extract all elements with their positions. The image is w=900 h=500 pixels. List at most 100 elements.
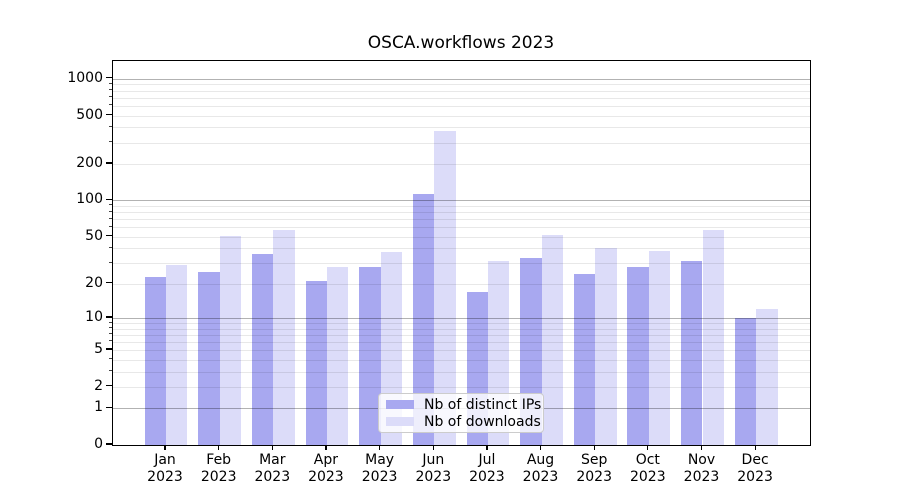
x-tick-label-jul: Jul 2023: [469, 452, 505, 485]
y-minor-tick: [109, 204, 112, 206]
gridline-minor: [113, 263, 810, 264]
x-tick-label-dec: Dec 2023: [737, 452, 773, 485]
gridline-minor: [113, 127, 810, 129]
chart-title: OSCA.workflows 2023: [367, 33, 555, 53]
y-tick: [106, 113, 112, 116]
x-tick: [218, 445, 220, 450]
gridline-minor: [113, 163, 810, 165]
y-tick: [106, 77, 112, 79]
x-tick-label-mar: Mar 2023: [254, 452, 291, 485]
gridline-minor: [113, 227, 810, 229]
bar-aug-downloads: [541, 234, 563, 445]
y-tick-label: 5: [94, 341, 103, 357]
y-minor-tick: [109, 141, 112, 142]
y-tick: [106, 198, 112, 201]
x-tick-label-may: May 2023: [361, 452, 398, 485]
y-tick-label: 200: [76, 154, 103, 171]
y-minor-tick: [109, 327, 112, 328]
x-tick: [754, 445, 756, 450]
gridline-minor: [113, 219, 810, 221]
gridline-minor: [113, 97, 810, 99]
gridline-minor: [113, 283, 810, 285]
y-minor-tick: [109, 104, 112, 106]
plot-area: [112, 60, 811, 446]
y-tick-label: 1000: [67, 69, 103, 86]
gridline-major: [113, 317, 810, 319]
bar-oct-distinct-ips: [627, 266, 649, 445]
legend-item-downloads: Nb of downloads: [386, 414, 543, 430]
y-tick-label: 2: [94, 377, 103, 394]
gridline-minor: [113, 350, 810, 351]
bar-dec-downloads: [756, 309, 778, 445]
bar-sep-distinct-ips: [573, 274, 596, 445]
legend: Nb of distinct IPs Nb of downloads: [378, 393, 544, 433]
gridline-minor: [113, 248, 810, 250]
y-tick: [106, 348, 112, 350]
gridline-minor: [113, 205, 810, 207]
y-minor-tick: [109, 246, 112, 248]
y-tick: [106, 162, 112, 164]
y-minor-tick: [109, 217, 112, 219]
gridline-minor: [113, 142, 810, 144]
bar-jun-downloads: [434, 131, 456, 445]
x-tick-label-feb: Feb 2023: [200, 452, 237, 485]
x-tick-label-nov: Nov 2023: [683, 452, 720, 485]
bar-sep-downloads: [595, 248, 617, 445]
y-minor-tick: [109, 370, 112, 371]
y-minor-tick: [109, 340, 112, 342]
gridline-major: [113, 78, 810, 80]
bar-jan-distinct-ips: [144, 276, 166, 445]
x-tick: [539, 445, 542, 450]
legend-item-distinct-ips: Nb of distinct IPs: [386, 397, 543, 413]
y-tick: [106, 443, 112, 445]
x-tick-label-jun: Jun 2023: [415, 452, 452, 485]
y-tick: [106, 385, 112, 387]
gridline-minor: [113, 84, 810, 86]
legend-swatch-downloads: [386, 416, 414, 427]
x-tick-label-sep: Sep 2023: [576, 452, 612, 485]
y-tick-label: 1: [94, 399, 103, 416]
bar-jun-distinct-ips: [412, 194, 435, 445]
y-tick: [106, 282, 112, 284]
gridline-minor: [113, 105, 810, 107]
y-tick-label: 50: [85, 227, 103, 244]
bar-nov-downloads: [702, 229, 724, 445]
x-tick: [379, 445, 381, 450]
y-tick-label: 0: [94, 436, 103, 452]
legend-label-downloads: Nb of downloads: [424, 413, 541, 430]
y-minor-tick: [109, 225, 112, 227]
y-minor-tick: [109, 333, 112, 335]
gridline-major: [113, 200, 810, 202]
y-minor-tick: [109, 82, 112, 84]
x-tick: [164, 445, 166, 450]
y-minor-tick: [109, 125, 112, 127]
y-tick-label: 500: [76, 106, 103, 123]
bar-dec-distinct-ips: [734, 317, 757, 445]
x-tick-label-oct: Oct 2023: [629, 452, 666, 485]
bar-jan-downloads: [166, 264, 188, 445]
gridline-minor: [113, 115, 810, 117]
y-tick: [106, 235, 112, 237]
x-tick: [647, 445, 649, 450]
bar-feb-distinct-ips: [198, 272, 220, 445]
y-tick-label: 20: [85, 274, 103, 291]
y-tick-label: 100: [76, 191, 103, 208]
y-tick: [106, 406, 112, 408]
gridline-minor: [113, 328, 810, 330]
legend-swatch-distinct-ips: [386, 399, 414, 410]
gridline-minor: [113, 371, 810, 373]
bar-oct-downloads: [648, 250, 671, 445]
x-tick: [325, 445, 327, 450]
y-tick-label: 10: [85, 308, 103, 325]
x-tick-label-jan: Jan 2023: [147, 452, 183, 485]
bar-apr-distinct-ips: [305, 281, 327, 445]
y-minor-tick: [109, 261, 112, 263]
bar-mar-distinct-ips: [251, 253, 274, 445]
gridline-minor: [113, 212, 810, 214]
gridline-minor: [113, 386, 810, 388]
gridline-minor: [113, 236, 810, 238]
y-minor-tick: [109, 358, 112, 360]
y-minor-tick: [109, 210, 112, 212]
bar-may-distinct-ips: [359, 266, 381, 445]
